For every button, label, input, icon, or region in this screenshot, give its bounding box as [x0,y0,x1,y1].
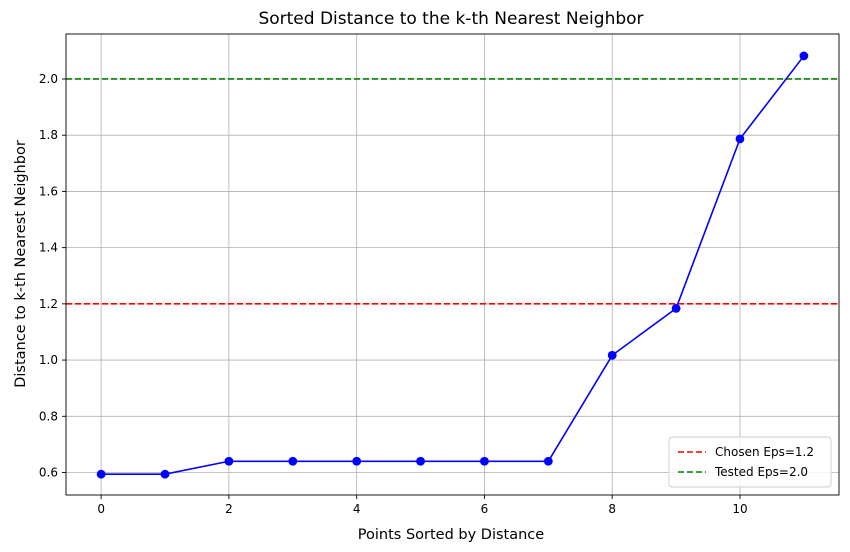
data-point [416,456,425,466]
series-line [101,55,805,476]
y-tick-label: 1.2 [39,297,58,311]
data-point [799,51,809,61]
y-tick-label: 1.0 [39,353,58,367]
x-tick-label: 0 [97,502,105,516]
reference-lines [66,78,839,305]
x-tick-label: 4 [353,502,361,516]
x-tick-label: 6 [481,502,489,516]
data-point [160,469,170,479]
data-point [224,456,234,466]
y-tick-label: 2.0 [39,72,58,86]
x-tick-label: 8 [608,502,616,516]
series-layer [96,51,809,479]
legend: Chosen Eps=1.2 Tested Eps=2.0 [668,436,832,488]
plot-frame [65,33,840,496]
y-tick-label: 1.4 [39,241,58,255]
data-point [607,350,617,360]
y-axis-label: Distance to k-th Nearest Neighbor [13,140,29,388]
data-point [352,456,362,466]
y-tick-label: 1.6 [39,184,58,198]
x-tick-label: 10 [732,502,747,516]
data-point [543,456,553,466]
y-tick-label: 0.6 [39,466,58,480]
tick-layer: 0 2 4 6 8 10 0.6 0.8 1.0 1.2 1.4 1.6 1.8 2.0 [39,72,748,516]
data-point [735,134,745,144]
grid-layer [66,34,839,495]
data-point [96,469,106,479]
legend-box [668,436,832,488]
legend-label: Chosen Eps=1.2 [715,445,814,459]
data-point [671,303,681,313]
chart-title: Sorted Distance to the k-th Nearest Neig… [258,9,643,29]
data-point [288,456,298,466]
x-tick-label: 2 [225,502,233,516]
data-point [480,456,489,466]
legend-label: Tested Eps=2.0 [714,465,808,479]
y-tick-label: 1.8 [39,128,58,142]
y-tick-label: 0.8 [39,409,58,423]
x-axis-label: Points Sorted by Distance [358,527,544,543]
